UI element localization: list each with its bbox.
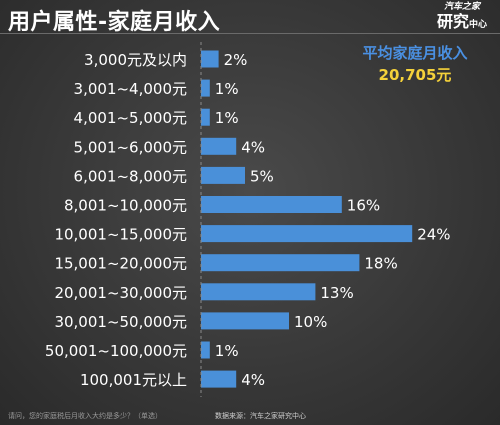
bar — [201, 254, 360, 272]
bar — [201, 196, 342, 213]
value-label: 5% — [250, 167, 274, 185]
value-label: 10% — [294, 313, 327, 331]
bar — [201, 108, 210, 126]
category-label: 15,001~20,000元 — [54, 255, 187, 273]
category-label: 50,001~100,000元 — [45, 342, 187, 360]
title-divider — [0, 33, 500, 34]
value-label: 1% — [215, 109, 239, 127]
value-label: 16% — [347, 197, 380, 215]
value-label: 4% — [241, 138, 265, 156]
category-label: 5,001~6,000元 — [74, 138, 187, 156]
value-label: 13% — [320, 284, 353, 302]
value-label: 1% — [215, 342, 239, 360]
bar — [201, 225, 413, 243]
bar — [201, 283, 316, 301]
bar — [201, 370, 237, 388]
logo: 汽车之家 研究中心 — [428, 2, 496, 36]
logo-main-word: 研究 — [436, 12, 469, 31]
bar — [201, 79, 210, 97]
average-income-value: 20,705元 — [378, 66, 452, 84]
footer-source: 数据来源：汽车之家研究中心 — [215, 412, 306, 420]
category-label: 8,001~10,000元 — [64, 197, 187, 215]
bar — [201, 166, 245, 184]
logo-sub-word: 中心 — [469, 20, 488, 30]
logo-top-text: 汽车之家 — [443, 2, 480, 12]
value-label: 2% — [224, 51, 248, 69]
category-label: 4,001~5,000元 — [74, 109, 187, 127]
category-label: 20,001~30,000元 — [54, 284, 187, 302]
value-label: 18% — [364, 255, 397, 273]
category-label: 100,001元以上 — [80, 371, 187, 389]
category-label: 3,000元及以内 — [84, 51, 187, 69]
value-label: 24% — [417, 226, 450, 244]
bar — [201, 137, 237, 155]
value-label: 1% — [215, 80, 239, 98]
category-label: 30,001~50,000元 — [54, 313, 187, 331]
category-label: 10,001~15,000元 — [54, 226, 187, 244]
bar — [201, 50, 219, 68]
bar — [201, 312, 289, 330]
category-label: 6,001~8,000元 — [74, 167, 187, 185]
average-income-label: 平均家庭月收入 — [362, 44, 468, 62]
category-label: 3,001~4,000元 — [74, 80, 187, 98]
bar — [201, 341, 210, 359]
chart-title: 用户属性-家庭月收入 — [8, 10, 221, 35]
footer-question: 请问，您的家庭税后月收入大约是多少？（单选） — [8, 412, 162, 420]
value-label: 4% — [241, 371, 265, 389]
logo-main-text: 研究中心 — [428, 13, 496, 34]
